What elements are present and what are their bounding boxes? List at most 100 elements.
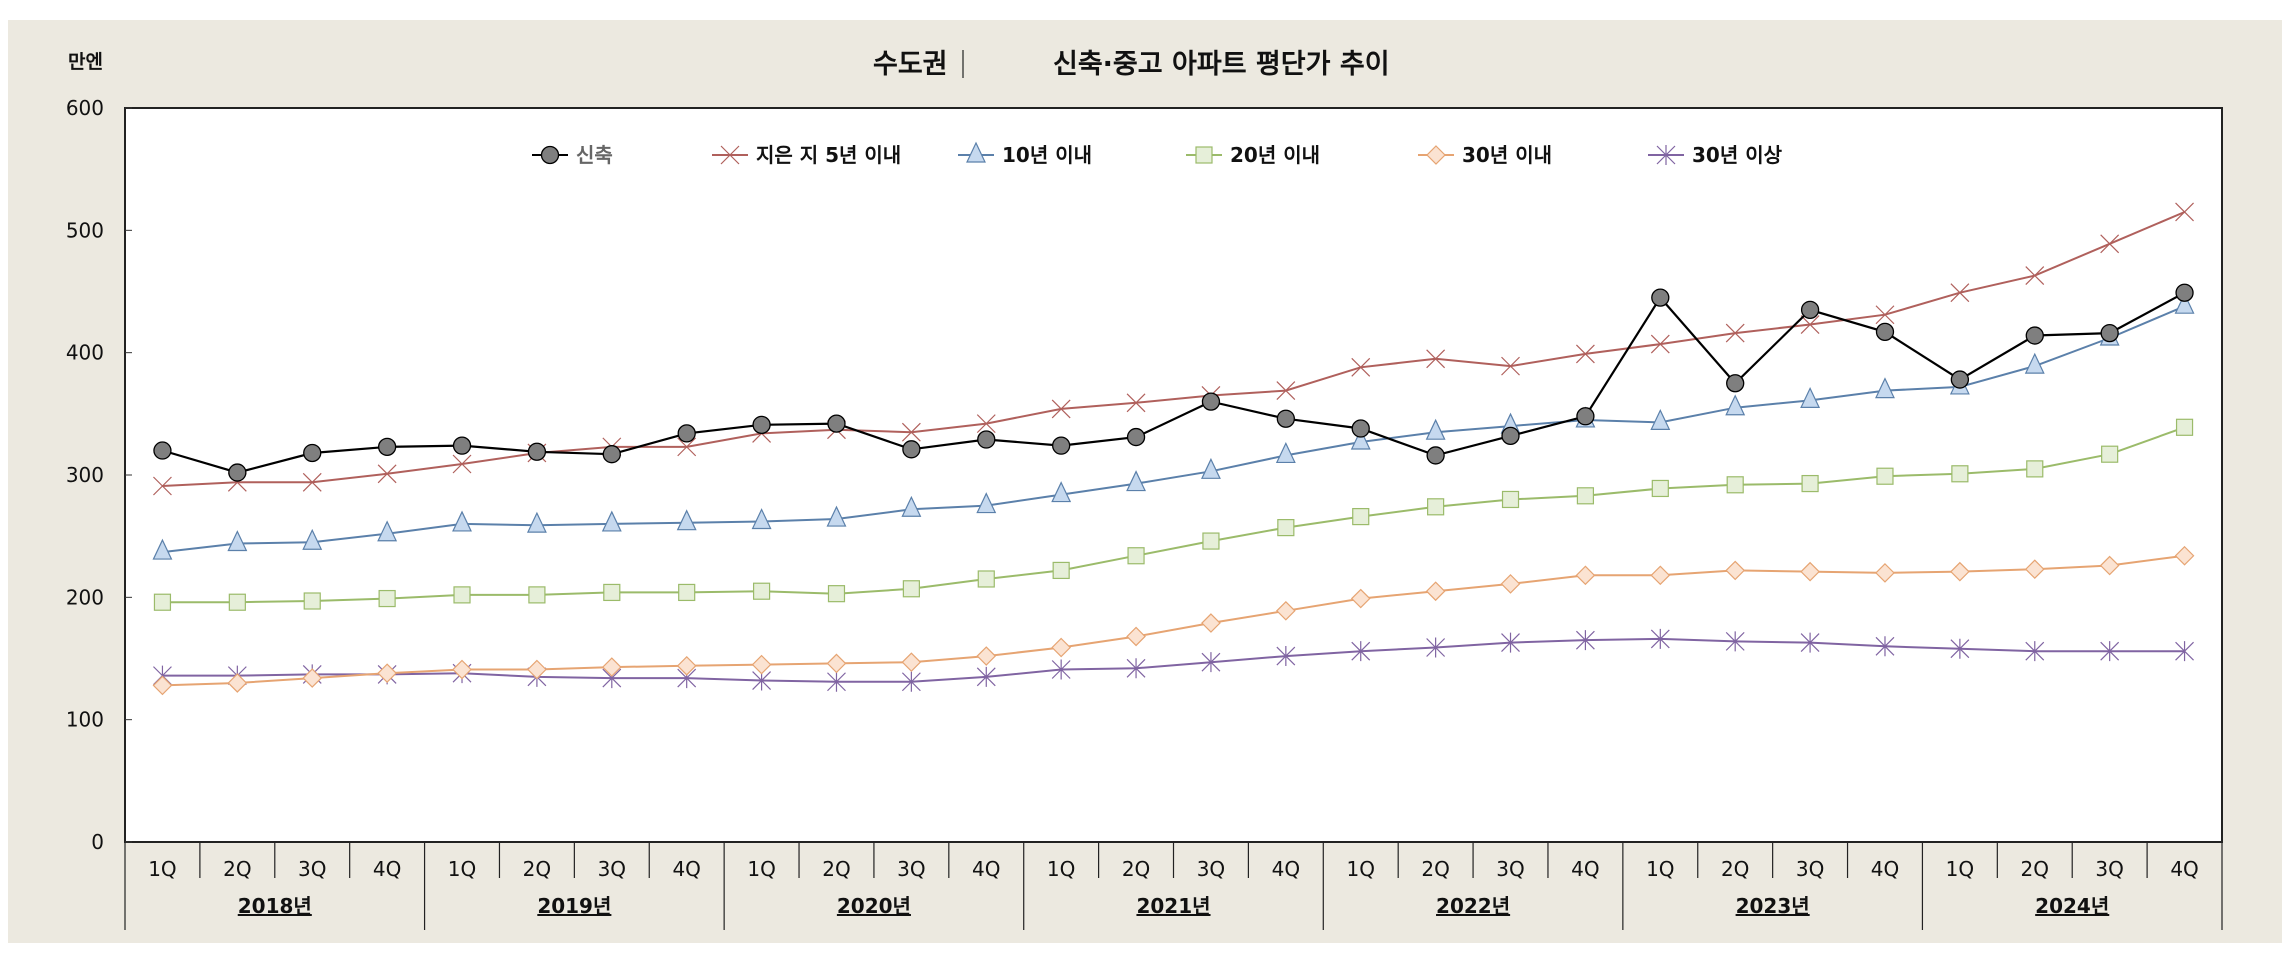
data-point <box>152 538 173 560</box>
x-tick-year: 2019년 <box>537 894 611 918</box>
data-point <box>1650 334 1670 354</box>
x-tick-quarter: 1Q <box>1646 857 1674 881</box>
data-point <box>1352 507 1370 526</box>
y-tick-label: 300 <box>66 463 104 487</box>
y-tick-label: 200 <box>66 585 104 609</box>
x-tick-quarter: 2Q <box>2021 857 2049 881</box>
x-tick-year: 2024년 <box>2035 894 2109 918</box>
data-point <box>1350 588 1371 609</box>
legend-label: 10년 이내 <box>1002 143 1092 167</box>
data-point <box>902 440 921 459</box>
data-point <box>1800 632 1820 653</box>
data-point <box>901 652 922 673</box>
data-point <box>677 437 697 457</box>
x-tick-quarter: 4Q <box>972 857 1000 881</box>
x-tick-quarter: 2Q <box>1122 857 1150 881</box>
data-point <box>752 415 771 434</box>
data-point <box>601 657 622 677</box>
data-point <box>153 593 172 611</box>
data-point <box>228 593 246 611</box>
legend-label: 30년 이내 <box>1462 143 1552 167</box>
data-point <box>827 414 846 433</box>
x-tick-quarter: 1Q <box>448 857 476 881</box>
x-tick-quarter: 2Q <box>1421 857 1449 881</box>
data-point <box>2175 418 2194 436</box>
legend-marker <box>1426 145 1446 165</box>
data-point <box>1201 613 1221 633</box>
series-4 <box>153 418 2194 611</box>
chart-title: 신축·중고 아파트 평단가 추이 <box>1053 49 1390 80</box>
y-tick-label: 500 <box>66 218 104 242</box>
data-point <box>827 671 846 692</box>
legend-marker <box>966 141 986 163</box>
data-point <box>377 520 398 542</box>
data-point <box>1726 476 1744 494</box>
data-point <box>1725 394 1746 416</box>
data-point <box>901 422 921 442</box>
data-point <box>1950 370 1970 389</box>
data-point <box>1725 631 1745 652</box>
data-point <box>1351 357 1371 377</box>
data-point <box>2100 641 2120 662</box>
data-point <box>2175 202 2194 222</box>
data-point <box>2101 445 2119 463</box>
data-point <box>527 442 547 461</box>
legend-item: 30년 이상 <box>1648 143 1783 167</box>
data-point <box>1126 427 1146 447</box>
data-point <box>1726 374 1745 393</box>
data-point <box>1650 565 1671 586</box>
legend-marker-icon <box>1656 145 1676 165</box>
y-tick-label: 100 <box>66 708 104 732</box>
data-point <box>302 528 323 550</box>
x-tick-quarter: 4Q <box>2170 857 2198 881</box>
data-point <box>1275 600 1296 621</box>
data-point <box>1500 574 1521 594</box>
data-point <box>2174 292 2195 314</box>
data-point <box>1501 490 1520 509</box>
x-tick-quarter: 1Q <box>1346 857 1374 881</box>
data-point <box>1875 305 1895 325</box>
data-point <box>1876 467 1894 485</box>
data-point <box>227 530 248 552</box>
data-point <box>1351 419 1370 438</box>
data-point <box>453 586 471 604</box>
data-point <box>153 441 172 460</box>
x-tick-quarter: 1Q <box>1047 857 1075 881</box>
data-point <box>1575 344 1595 364</box>
series-6 <box>153 628 2194 692</box>
legend-item: 30년 이내 <box>1418 143 1552 167</box>
legend-item: 20년 이내 <box>1186 143 1320 167</box>
data-point <box>2025 326 2044 345</box>
data-point <box>678 583 696 602</box>
legend-label: 신축 <box>576 143 613 167</box>
series-line <box>162 637 2185 683</box>
data-point <box>1950 283 1970 303</box>
data-point <box>1126 658 1146 679</box>
series-5 <box>152 545 2195 696</box>
data-point <box>302 668 323 688</box>
data-point <box>1126 626 1146 647</box>
series-line <box>162 211 2185 487</box>
legend-marker <box>1195 146 1213 164</box>
data-point <box>526 511 547 533</box>
series-layer <box>152 202 2195 696</box>
data-point <box>1277 519 1295 537</box>
x-tick-quarter: 4Q <box>373 857 401 881</box>
legend-marker <box>1656 145 1676 165</box>
plot-area <box>124 107 2223 843</box>
data-point <box>1275 442 1296 464</box>
x-tick-quarter: 3Q <box>1197 857 1225 881</box>
data-point <box>2024 352 2045 374</box>
x-tick-quarter: 1Q <box>148 857 176 881</box>
data-point <box>1875 636 1895 657</box>
data-point <box>1126 393 1146 413</box>
data-point <box>826 653 847 674</box>
data-point <box>1426 446 1445 465</box>
data-point <box>1576 407 1595 426</box>
data-point <box>2175 641 2194 662</box>
y-unit-label: 만엔 <box>68 51 103 73</box>
data-point <box>2100 323 2119 343</box>
data-point <box>2174 545 2195 566</box>
chart-title-region: 수도권 <box>873 49 948 80</box>
data-point <box>1276 381 1296 401</box>
